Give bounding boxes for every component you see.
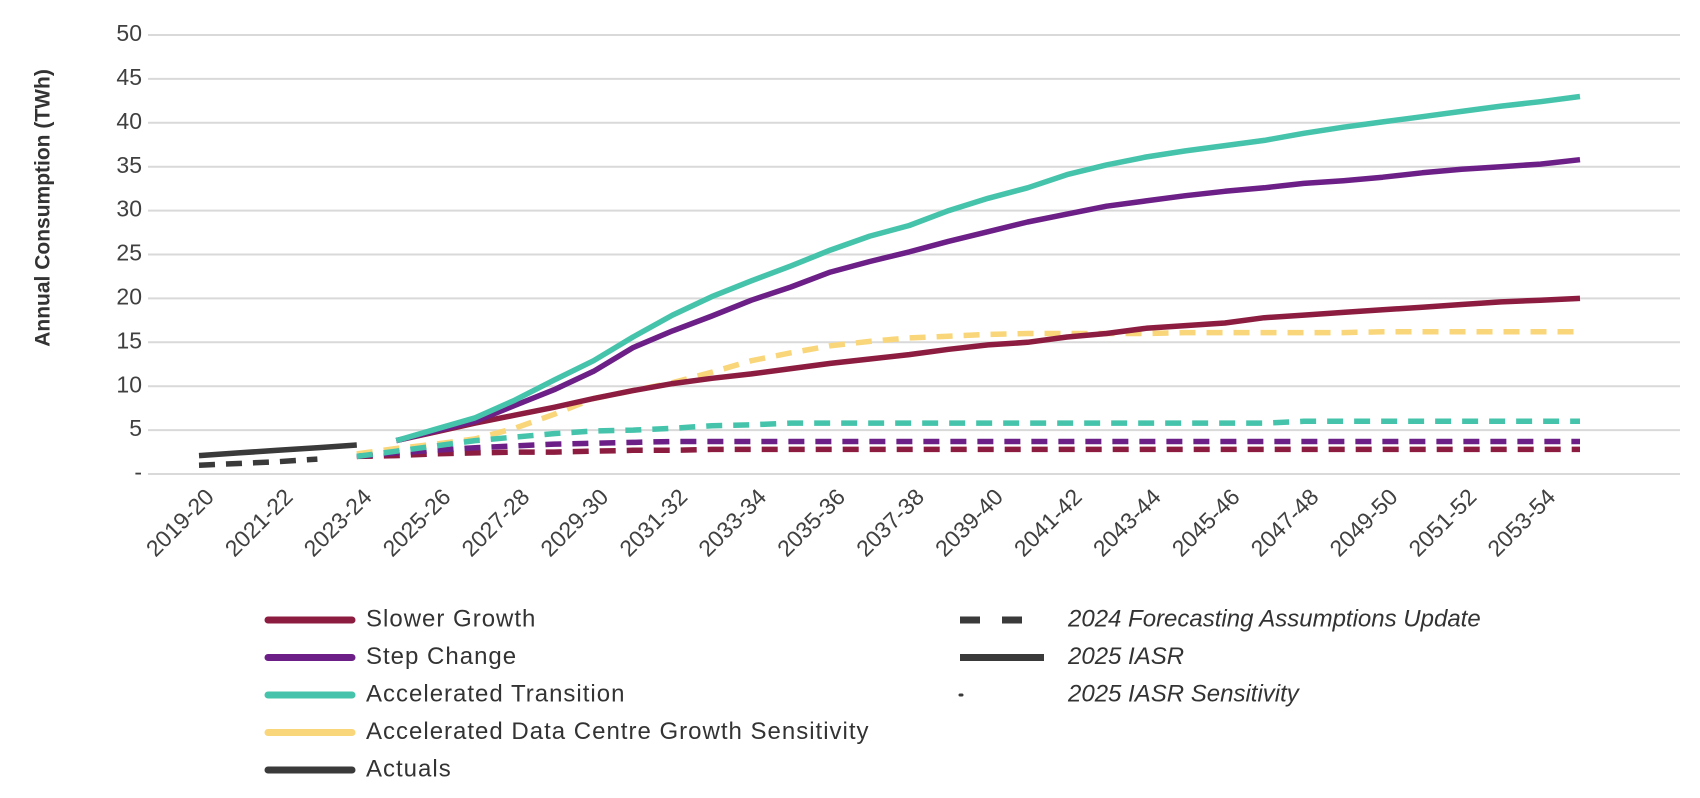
series-line <box>356 446 1580 460</box>
x-tick-label: 2047-48 <box>1246 483 1324 561</box>
legend-label: 2025 IASR Sensitivity <box>1067 680 1301 707</box>
y-tick-label: - <box>134 459 142 485</box>
y-tick-label: 10 <box>116 371 142 397</box>
x-tick-label: 2029-30 <box>535 483 613 561</box>
y-tick-label: 15 <box>116 327 142 353</box>
legend-label: Step Change <box>366 643 517 670</box>
legend-label: Actuals <box>366 755 452 782</box>
x-tick-label: 2043-44 <box>1088 483 1166 561</box>
x-tick-label: 2045-46 <box>1167 483 1245 561</box>
y-axis-title: Annual Consumption (TWh) <box>32 69 55 347</box>
legend-label: Accelerated Data Centre Growth Sensitivi… <box>366 718 870 745</box>
x-tick-label: 2039-40 <box>930 483 1008 561</box>
series-line <box>356 329 1580 457</box>
series-line <box>198 456 318 468</box>
x-tick-label: 2027-28 <box>456 483 534 561</box>
y-tick-label: 45 <box>116 64 142 90</box>
x-tick-label: 2035-36 <box>772 483 850 561</box>
x-tick-label: 2041-42 <box>1009 483 1087 561</box>
y-tick-label: 25 <box>116 240 142 266</box>
series-line <box>395 156 1581 444</box>
y-tick-label: 5 <box>129 415 142 441</box>
x-tick-label: 2025-26 <box>377 483 455 561</box>
y-tick-label: 50 <box>116 20 142 46</box>
x-tick-label: 2051-52 <box>1403 483 1481 561</box>
legend-label: Slower Growth <box>366 605 536 632</box>
legend-label: Accelerated Transition <box>366 680 625 707</box>
x-tick-label: 2031-32 <box>614 483 692 561</box>
legend-label: 2025 IASR <box>1067 643 1184 670</box>
series-line <box>198 442 357 459</box>
y-tick-label: 30 <box>116 196 142 222</box>
x-tick-label: 2049-50 <box>1324 483 1402 561</box>
y-tick-label: 20 <box>116 283 142 309</box>
series-line <box>395 295 1581 444</box>
x-tick-label: 2023-24 <box>299 483 377 561</box>
y-tick-label: 35 <box>116 152 142 178</box>
y-tick-label: 40 <box>116 108 142 134</box>
series-line <box>356 438 1580 460</box>
series-line <box>395 93 1581 444</box>
legend-label: 2024 Forecasting Assumptions Update <box>1067 605 1481 632</box>
x-tick-label: 2019-20 <box>141 483 219 561</box>
x-tick-label: 2033-34 <box>693 483 771 561</box>
x-tick-label: 2053-54 <box>1482 483 1560 561</box>
x-tick-label: 2037-38 <box>851 483 929 561</box>
x-tick-label: 2021-22 <box>220 483 298 561</box>
